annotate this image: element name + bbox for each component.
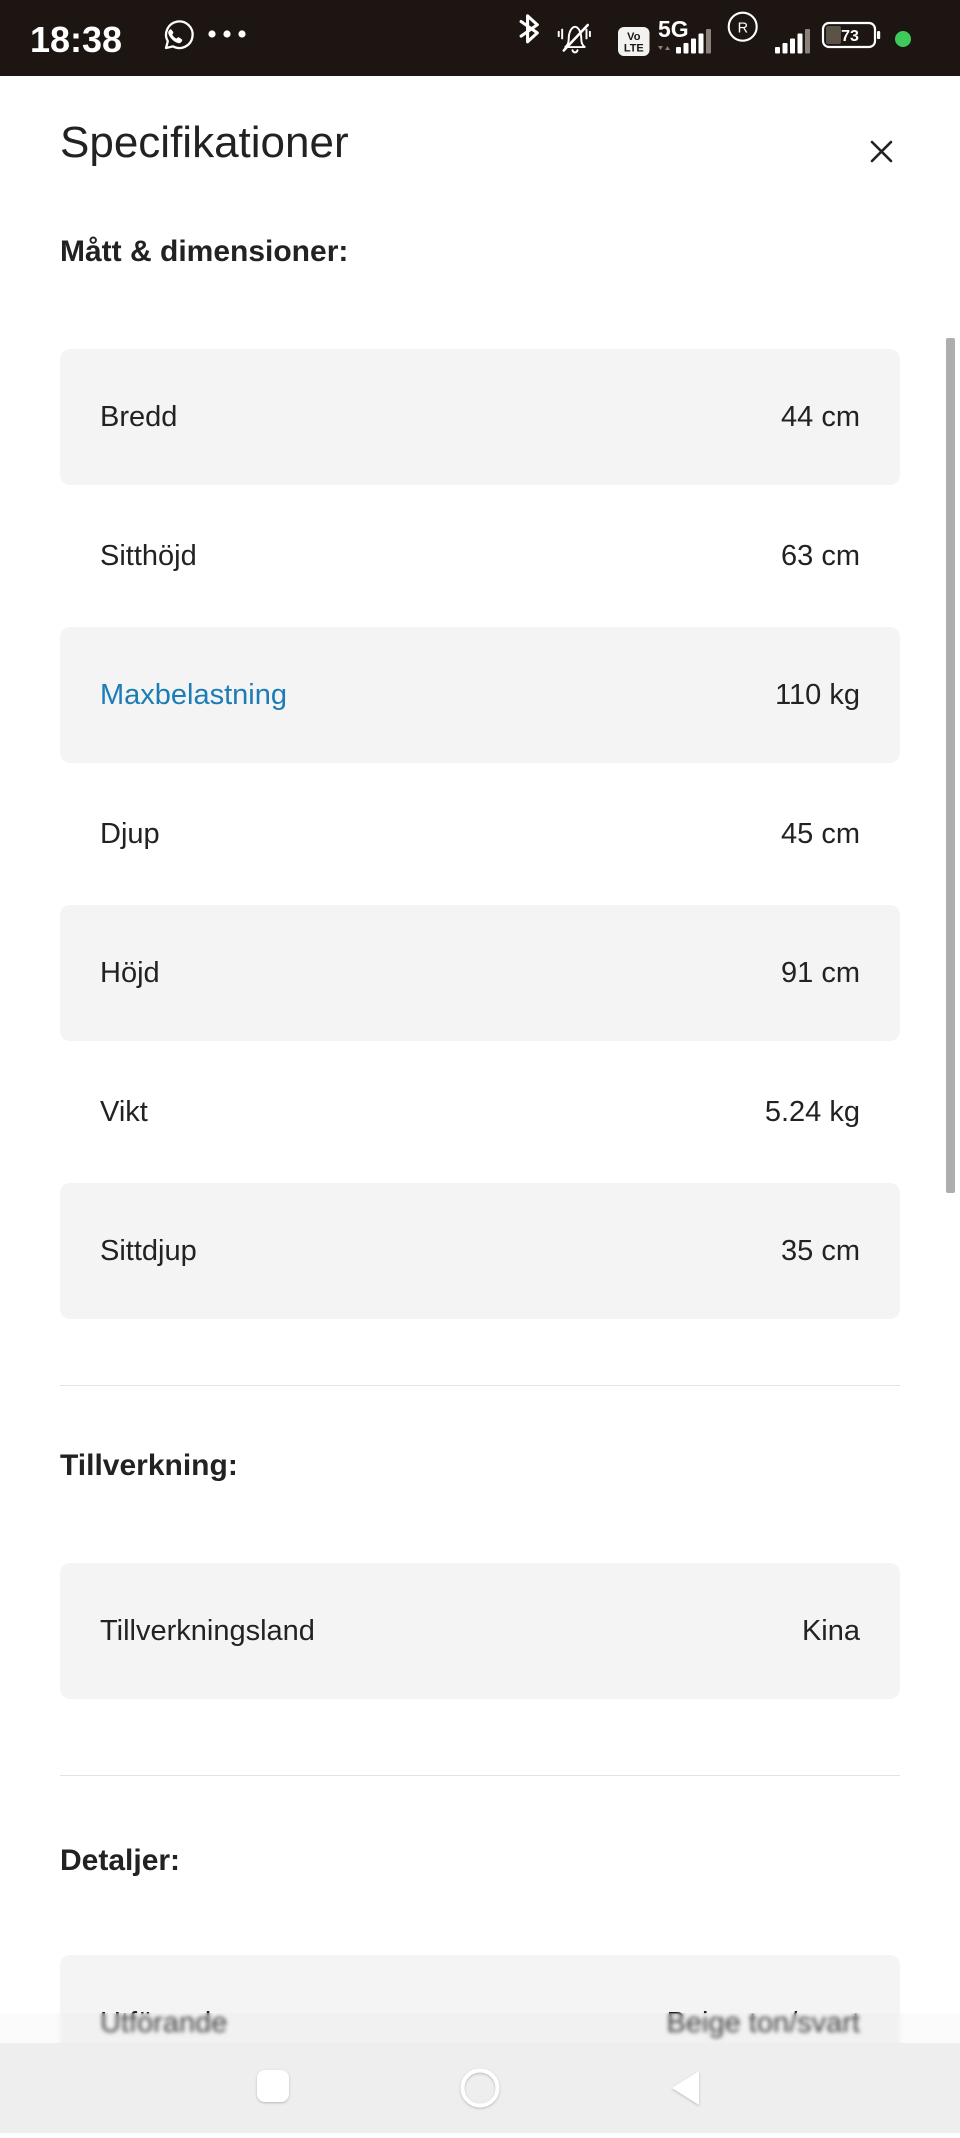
svg-text:Vo: Vo — [627, 31, 641, 43]
svg-text:73: 73 — [841, 28, 859, 45]
svg-text:R: R — [738, 20, 748, 36]
svg-text:18:38: 18:38 — [30, 19, 122, 60]
svg-text:LTE: LTE — [624, 43, 644, 55]
svg-text:5G: 5G — [658, 16, 689, 42]
